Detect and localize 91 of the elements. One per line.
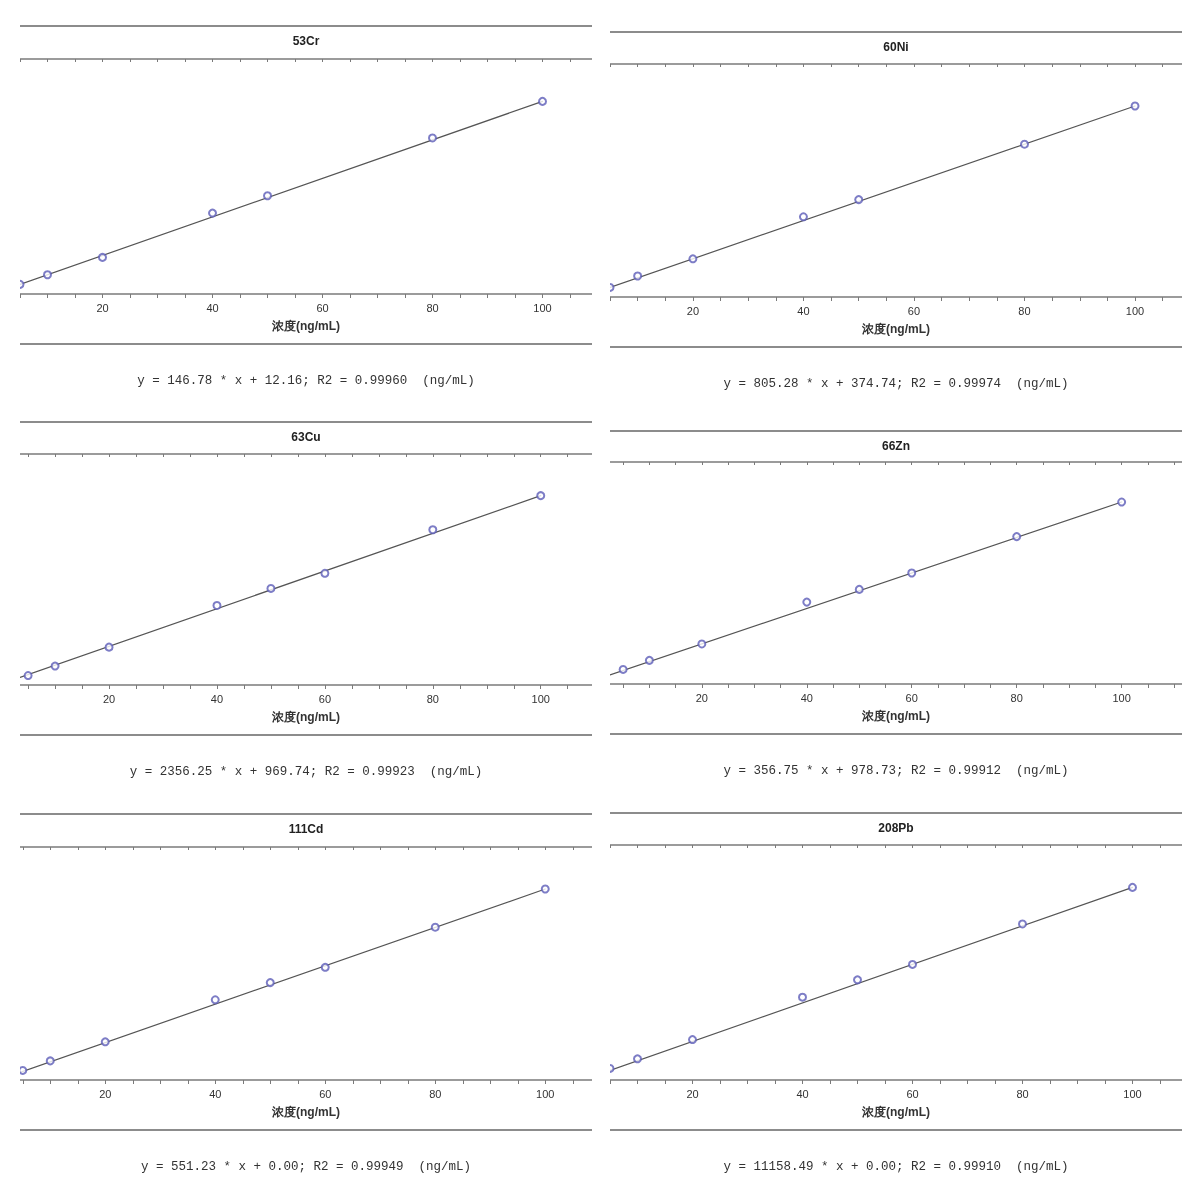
point bbox=[208, 208, 217, 218]
point bbox=[697, 639, 707, 649]
point bbox=[1018, 919, 1027, 929]
point bbox=[428, 133, 437, 143]
point bbox=[320, 962, 330, 972]
point bbox=[43, 270, 52, 280]
point bbox=[1012, 532, 1022, 542]
point bbox=[688, 1035, 697, 1045]
point bbox=[1020, 139, 1029, 149]
text: y = 11158.49 * x + 0.00; R2 = 0.99910 (ng/mL) bbox=[723, 1159, 1069, 1174]
x-tick-label: 20 bbox=[96, 301, 109, 314]
point bbox=[430, 922, 440, 932]
x-tick-label: 60 bbox=[907, 304, 921, 317]
x-tick-label: 100 bbox=[531, 692, 550, 705]
x-tick-label: 40 bbox=[797, 304, 810, 317]
point bbox=[644, 655, 654, 665]
point bbox=[1130, 101, 1140, 111]
x-tick-label: 80 bbox=[1018, 304, 1031, 317]
point bbox=[1117, 497, 1127, 507]
point bbox=[908, 959, 917, 969]
x-axis-title: 浓度(ng/mL) bbox=[861, 322, 930, 336]
x-tick-label: 60 bbox=[906, 1087, 919, 1100]
point bbox=[540, 884, 550, 894]
x-tick-label: 80 bbox=[429, 1087, 442, 1100]
point bbox=[50, 661, 60, 671]
point bbox=[633, 1054, 642, 1064]
text: y = 2356.25 * x + 969.74; R2 = 0.99923 (ng/mL) bbox=[129, 764, 483, 779]
point bbox=[265, 978, 275, 988]
point bbox=[210, 995, 220, 1005]
chart-title: 60Ni bbox=[883, 40, 909, 54]
point bbox=[45, 1056, 55, 1066]
point bbox=[263, 191, 272, 201]
x-tick-label: 40 bbox=[796, 1087, 809, 1100]
x-tick-label: 100 bbox=[1125, 304, 1145, 317]
text: y = 805.28 * x + 374.74; R2 = 0.99974 (ng/mL) bbox=[723, 376, 1069, 391]
x-tick-label: 20 bbox=[686, 1087, 699, 1100]
x-tick-label: 60 bbox=[318, 692, 332, 705]
x-tick-label: 40 bbox=[800, 691, 813, 704]
point bbox=[104, 642, 114, 652]
point bbox=[854, 195, 864, 205]
point bbox=[798, 212, 808, 222]
point bbox=[23, 671, 33, 681]
x-tick-label: 20 bbox=[102, 692, 116, 705]
point bbox=[798, 992, 807, 1002]
x-axis-title: 浓度(ng/mL) bbox=[271, 1105, 340, 1119]
x-tick-label: 20 bbox=[695, 691, 708, 704]
x-tick-label: 80 bbox=[426, 301, 439, 314]
point bbox=[100, 1037, 110, 1047]
point bbox=[212, 600, 222, 610]
x-axis-title: 浓度(ng/mL) bbox=[861, 1105, 930, 1119]
point bbox=[98, 252, 107, 262]
text: y = 551.23 * x + 0.00; R2 = 0.99949 (ng/mL) bbox=[140, 1159, 472, 1174]
point bbox=[688, 254, 698, 264]
chart-title: 66Zn bbox=[881, 439, 911, 453]
point bbox=[802, 597, 812, 607]
x-tick-label: 80 bbox=[1010, 691, 1023, 704]
point bbox=[536, 491, 546, 501]
point bbox=[538, 96, 547, 106]
x-axis-title: 浓度(ng/mL) bbox=[271, 319, 340, 333]
x-axis-title: 浓度(ng/mL) bbox=[271, 710, 340, 724]
x-tick-label: 20 bbox=[99, 1087, 112, 1100]
point bbox=[853, 975, 862, 985]
x-tick-label: 100 bbox=[1112, 691, 1131, 704]
x-tick-label: 60 bbox=[319, 1087, 332, 1100]
x-tick-label: 40 bbox=[209, 1087, 222, 1100]
x-tick-label: 60 bbox=[316, 301, 329, 314]
x-tick-label: 60 bbox=[905, 691, 918, 704]
chart-title: 63Cu bbox=[291, 430, 321, 444]
x-tick-label: 80 bbox=[1016, 1087, 1029, 1100]
x-tick-label: 80 bbox=[426, 692, 439, 705]
x-tick-label: 40 bbox=[210, 692, 224, 705]
chart-title: 53Cr bbox=[292, 34, 320, 48]
point bbox=[320, 568, 330, 578]
text: y = 356.75 * x + 978.73; R2 = 0.99912 (ng/mL) bbox=[723, 763, 1069, 778]
x-tick-label: 100 bbox=[536, 1087, 555, 1100]
point bbox=[854, 584, 864, 594]
text: y = 146.78 * x + 12.16; R2 = 0.99960 (ng/mL) bbox=[137, 373, 475, 388]
x-tick-label: 100 bbox=[1123, 1087, 1142, 1100]
x-tick-label: 40 bbox=[206, 301, 219, 314]
x-tick-label: 100 bbox=[533, 301, 552, 314]
point bbox=[1128, 882, 1137, 892]
point bbox=[633, 271, 643, 281]
point bbox=[20, 1065, 28, 1075]
chart-title: 111Cd bbox=[288, 822, 324, 836]
x-tick-label: 20 bbox=[686, 304, 700, 317]
x-axis-title: 浓度(ng/mL) bbox=[861, 709, 930, 723]
point bbox=[428, 525, 438, 535]
point bbox=[907, 568, 917, 578]
chart-title: 208Pb bbox=[878, 821, 914, 835]
point bbox=[266, 583, 276, 593]
point bbox=[618, 664, 628, 674]
